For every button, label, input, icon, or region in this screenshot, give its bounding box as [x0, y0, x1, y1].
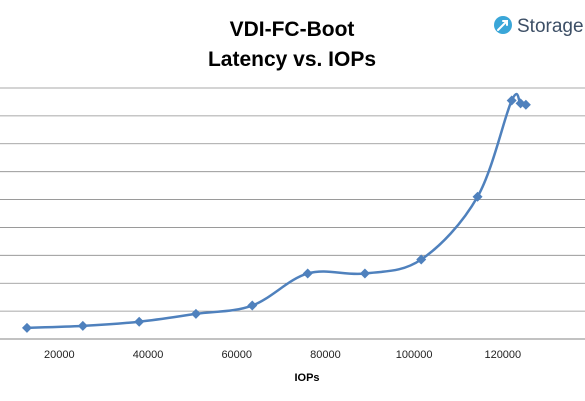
x-axis-label: IOPs	[294, 372, 319, 384]
brand-name: Storage	[517, 16, 584, 37]
storage-logo: Storage	[494, 16, 584, 37]
x-tick-label: 60000	[221, 349, 252, 361]
chart-title-line-1: VDI-FC-Boot	[230, 18, 355, 41]
data-point	[21, 322, 32, 333]
chart-title-line-2: Latency vs. IOPs	[208, 48, 376, 71]
x-tick-label: 40000	[133, 349, 164, 361]
data-points	[21, 95, 531, 333]
data-point	[520, 99, 531, 110]
data-point	[247, 300, 258, 311]
data-point	[506, 95, 517, 106]
x-tick-label: 100000	[396, 349, 433, 361]
series-line	[26, 92, 527, 330]
x-tick-label: 120000	[484, 349, 521, 361]
data-point	[472, 191, 483, 202]
gridlines	[0, 87, 585, 312]
x-tick-label: 20000	[44, 349, 75, 361]
x-tick-label: 80000	[310, 349, 341, 361]
data-point	[359, 268, 370, 279]
data-point	[190, 308, 201, 319]
x-tick-labels: 20000 40000 60000 80000 100000 120000	[44, 349, 521, 361]
data-point	[134, 316, 145, 327]
data-point	[416, 254, 427, 265]
storage-logo-icon	[494, 16, 512, 34]
data-point	[77, 320, 88, 331]
data-point	[302, 268, 313, 279]
